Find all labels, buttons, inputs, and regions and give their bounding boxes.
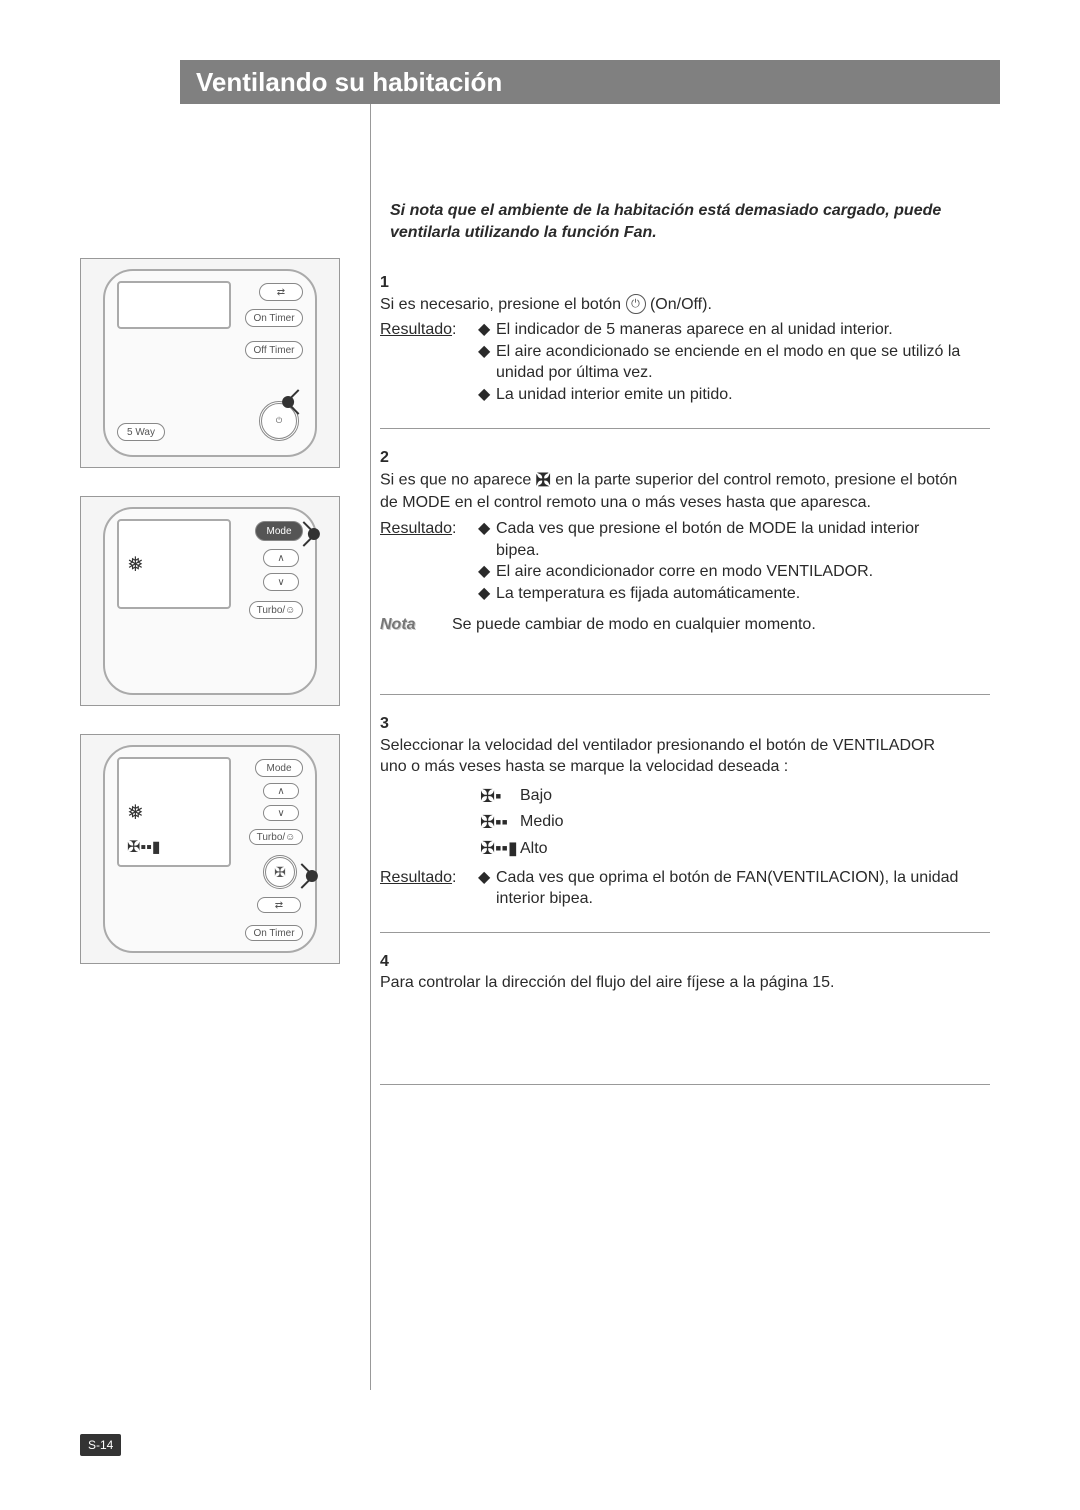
up-button: ∧ — [263, 783, 299, 799]
step-text-a: Si es que no aparece — [380, 472, 531, 489]
step-1: 1 Si es necesario, presione el botón ⏻ (… — [380, 272, 990, 406]
five-way-button: 5 Way — [117, 423, 165, 441]
remote-3-display: ❅ ✠▪▪▮ — [117, 757, 231, 867]
down-button: ∨ — [263, 573, 299, 591]
divider — [380, 694, 990, 695]
bullet-icon: ◆ — [478, 384, 496, 406]
step-body: Si es que no aparece ✠ en la parte super… — [380, 468, 964, 636]
bullet-icon: ◆ — [478, 518, 496, 561]
step-number: 4 — [380, 951, 402, 973]
swing-button: ⇄ — [259, 283, 303, 301]
step-body: Para controlar la dirección del flujo de… — [380, 972, 964, 994]
note-label: Nota — [380, 614, 452, 636]
remote-1-display — [117, 281, 231, 329]
step-number: 1 — [380, 272, 402, 294]
step-2: 2 Si es que no aparece ✠ en la parte sup… — [380, 447, 990, 636]
step-text-a: Si es necesario, presione el botón — [380, 296, 621, 313]
off-timer-button: Off Timer — [245, 341, 303, 359]
note-row: Nota Se puede cambiar de modo en cualqui… — [380, 614, 964, 636]
fan-speed-med-icon: ✠▪▪ — [480, 810, 520, 834]
bullet-icon: ◆ — [478, 583, 496, 605]
divider — [380, 932, 990, 933]
bullet-icon: ◆ — [478, 341, 496, 384]
content-column: 1 Si es necesario, presione el botón ⏻ (… — [380, 272, 990, 1103]
remote-2: ❅ Mode ∧ ∨ Turbo/☺ — [80, 496, 340, 706]
page: Ventilando su habitación Si nota que el … — [0, 0, 1080, 1510]
result-item: ◆El aire acondicionador corre en modo VE… — [478, 561, 964, 583]
snowflake-icon: ❅ — [127, 800, 144, 825]
speed-label: Bajo — [520, 785, 552, 807]
title-bar: Ventilando su habitación — [180, 60, 1000, 104]
result-item: ◆La temperatura es fijada automáticament… — [478, 583, 964, 605]
intro-text: Si nota que el ambiente de la habitación… — [390, 200, 990, 243]
note-text: Se puede cambiar de modo en cualquier mo… — [452, 614, 964, 636]
step-number: 3 — [380, 713, 402, 735]
down-button: ∨ — [263, 805, 299, 821]
step-body: Si es necesario, presione el botón ⏻ (On… — [380, 294, 964, 406]
speed-row: ✠▪ Bajo — [480, 784, 964, 808]
fan-icon: ✠ — [536, 468, 551, 492]
remote-illustrations: ⇄ On Timer Off Timer 5 Way ⏻ ❅ Mode ∧ ∨ … — [80, 258, 340, 992]
remote-2-body: ❅ Mode ∧ ∨ Turbo/☺ — [103, 507, 317, 695]
step-text-b: (On/Off). — [650, 296, 712, 313]
remote-3-body: ❅ ✠▪▪▮ Mode ∧ ∨ Turbo/☺ ✠ ⇄ On Timer — [103, 745, 317, 953]
step-number: 2 — [380, 447, 402, 469]
turbo-button: Turbo/☺ — [249, 601, 303, 619]
result-item: ◆Cada ves que oprima el botón de FAN(VEN… — [478, 867, 964, 910]
bullet-icon: ◆ — [478, 561, 496, 583]
result-list: ◆Cada ves que oprima el botón de FAN(VEN… — [478, 867, 964, 910]
step-3: 3 Seleccionar la velocidad del ventilado… — [380, 713, 990, 910]
fan-speed-low-icon: ✠▪ — [480, 784, 520, 808]
step-text: Seleccionar la velocidad del ventilador … — [380, 737, 935, 776]
result-item: ◆El indicador de 5 maneras aparece en al… — [478, 319, 964, 341]
result-label: Resultado: — [380, 518, 478, 604]
mode-button: Mode — [255, 759, 303, 777]
result-item: ◆El aire acondicionado se enciende en el… — [478, 341, 964, 384]
step-body: Seleccionar la velocidad del ventilador … — [380, 735, 964, 910]
speed-table: ✠▪ Bajo ✠▪▪ Medio ✠▪▪▮ Alto — [480, 784, 964, 861]
snowflake-icon: ❅ — [127, 552, 144, 577]
bullet-icon: ◆ — [478, 319, 496, 341]
up-button: ∧ — [263, 549, 299, 567]
on-timer-button: On Timer — [245, 925, 303, 941]
result-row: Resultado: ◆El indicador de 5 maneras ap… — [380, 319, 964, 405]
speed-label: Medio — [520, 811, 564, 833]
result-list: ◆El indicador de 5 maneras aparece en al… — [478, 319, 964, 405]
remote-1-body: ⇄ On Timer Off Timer 5 Way ⏻ — [103, 269, 317, 457]
result-label: Resultado: — [380, 319, 478, 405]
fan-bars-icon: ✠▪▪▮ — [127, 837, 161, 857]
power-icon: ⏻ — [626, 294, 646, 314]
result-row: Resultado: ◆Cada ves que oprima el botón… — [380, 867, 964, 910]
result-row: Resultado: ◆Cada ves que presione el bot… — [380, 518, 964, 604]
result-item: ◆Cada ves que presione el botón de MODE … — [478, 518, 964, 561]
speed-label: Alto — [520, 838, 548, 860]
remote-3: ❅ ✠▪▪▮ Mode ∧ ∨ Turbo/☺ ✠ ⇄ On Timer — [80, 734, 340, 964]
power-icon: ⏻ — [276, 416, 282, 426]
divider — [380, 428, 990, 429]
divider — [380, 1084, 990, 1085]
remote-2-display: ❅ — [117, 519, 231, 609]
result-list: ◆Cada ves que presione el botón de MODE … — [478, 518, 964, 604]
swing-button: ⇄ — [257, 897, 301, 913]
result-label: Resultado: — [380, 867, 478, 910]
step-4: 4 Para controlar la dirección del flujo … — [380, 951, 990, 994]
page-title: Ventilando su habitación — [196, 67, 502, 98]
speed-row: ✠▪▪▮ Alto — [480, 836, 964, 860]
step-text: Para controlar la dirección del flujo de… — [380, 974, 835, 991]
on-timer-button: On Timer — [245, 309, 303, 327]
result-item: ◆La unidad interior emite un pitido. — [478, 384, 964, 406]
turbo-button: Turbo/☺ — [249, 829, 303, 845]
bullet-icon: ◆ — [478, 867, 496, 910]
remote-1: ⇄ On Timer Off Timer 5 Way ⏻ — [80, 258, 340, 468]
page-number: S-14 — [80, 1434, 121, 1456]
speed-row: ✠▪▪ Medio — [480, 810, 964, 834]
vertical-divider — [370, 70, 371, 1390]
fan-speed-high-icon: ✠▪▪▮ — [480, 836, 520, 860]
